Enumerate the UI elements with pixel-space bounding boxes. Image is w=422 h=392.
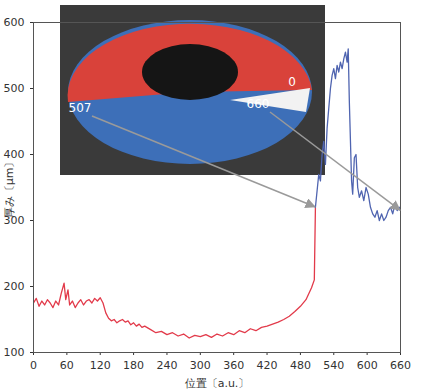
svg-text:500: 500 bbox=[4, 82, 25, 95]
svg-text:0: 0 bbox=[288, 75, 296, 89]
svg-text:360: 360 bbox=[223, 359, 244, 372]
svg-text:180: 180 bbox=[123, 359, 144, 372]
svg-text:位置〔a.u.〕: 位置〔a.u.〕 bbox=[185, 377, 250, 390]
svg-text:300: 300 bbox=[3, 214, 25, 227]
svg-text:0: 0 bbox=[30, 359, 37, 372]
svg-text:厚み〔μm〕: 厚み〔μm〕 bbox=[3, 157, 16, 219]
svg-text:540: 540 bbox=[323, 359, 344, 372]
svg-text:400: 400 bbox=[3, 148, 25, 161]
svg-text:480: 480 bbox=[290, 359, 311, 372]
svg-text:420: 420 bbox=[257, 359, 278, 372]
svg-text:60: 60 bbox=[60, 359, 74, 372]
svg-text:120: 120 bbox=[90, 359, 111, 372]
svg-text:100: 100 bbox=[4, 346, 25, 359]
svg-text:600: 600 bbox=[357, 359, 378, 372]
svg-text:200: 200 bbox=[4, 280, 25, 293]
svg-text:240: 240 bbox=[156, 359, 177, 372]
svg-text:300: 300 bbox=[190, 359, 211, 372]
svg-text:507: 507 bbox=[69, 101, 92, 115]
svg-text:660: 660 bbox=[390, 359, 411, 372]
svg-text:600: 600 bbox=[4, 16, 25, 29]
svg-text:660: 660 bbox=[247, 97, 270, 111]
